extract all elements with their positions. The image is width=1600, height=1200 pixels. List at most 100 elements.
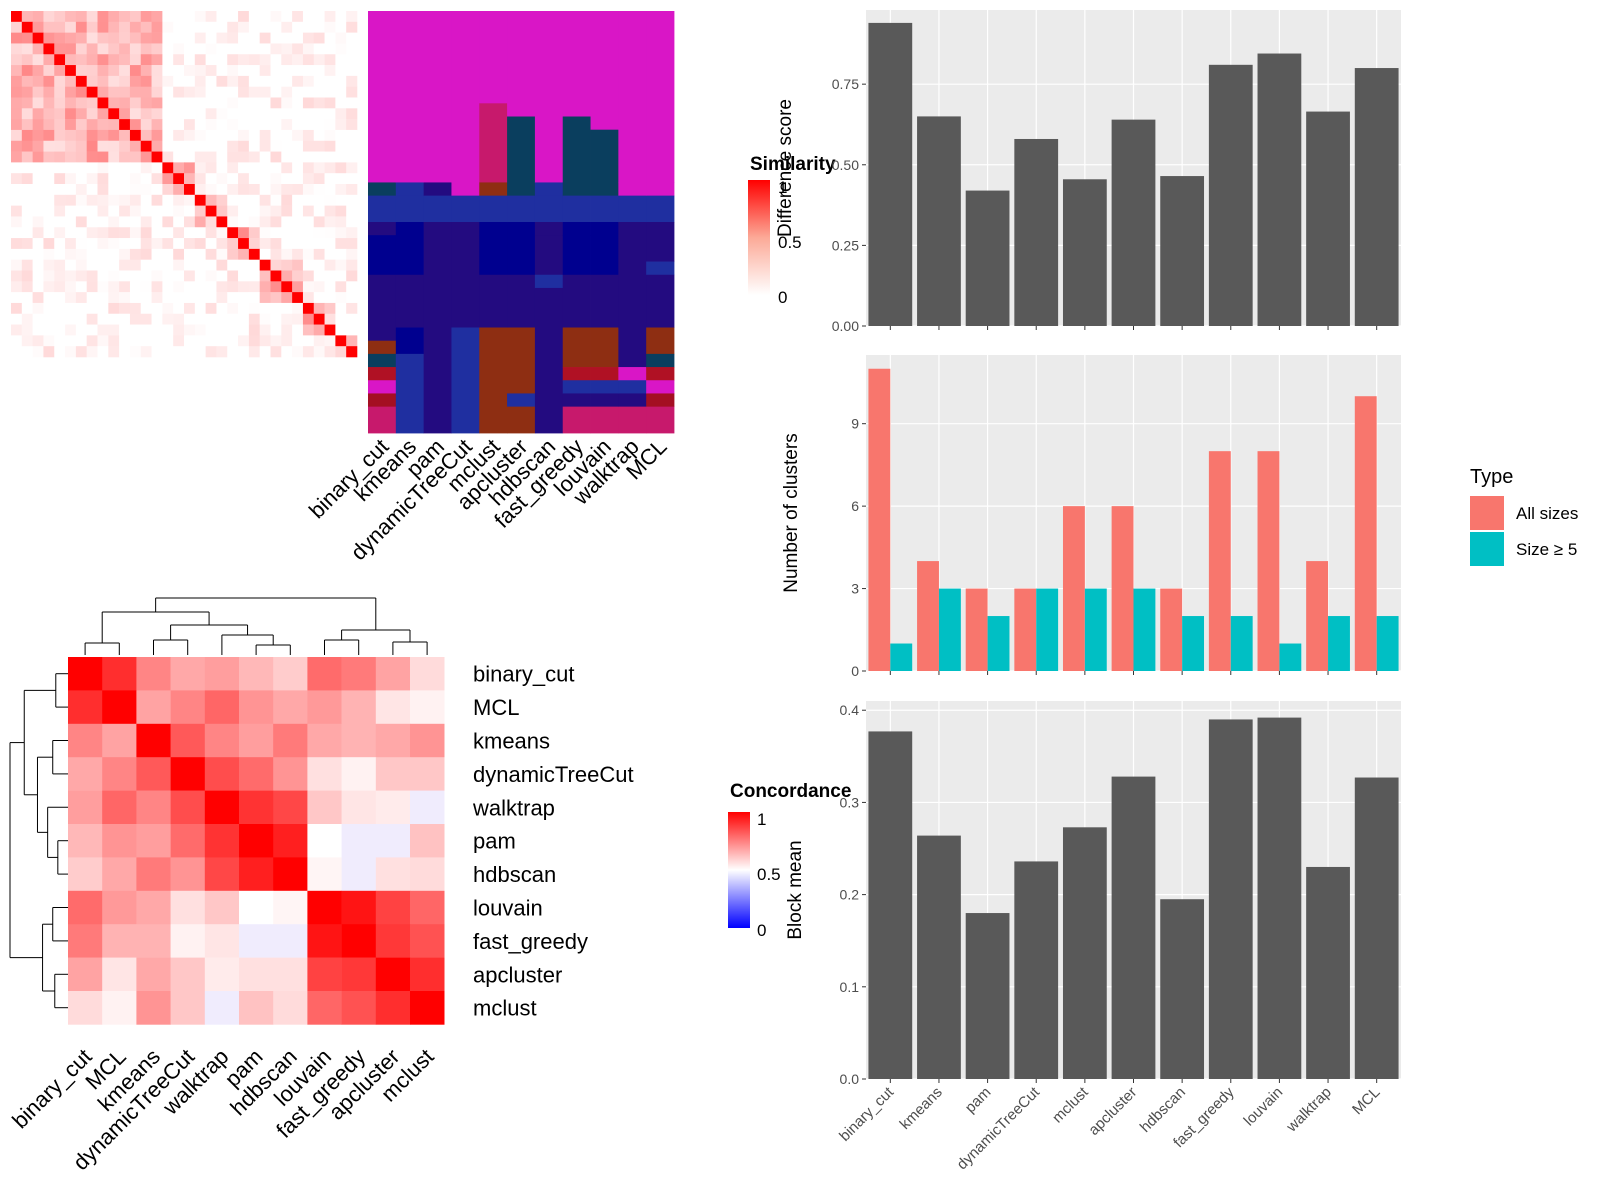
similarity-cell xyxy=(119,248,131,260)
similarity-cell xyxy=(43,21,55,33)
similarity-cell xyxy=(346,281,358,293)
similarity-cell xyxy=(43,151,55,163)
concordance-cell xyxy=(273,690,308,725)
similarity-cell xyxy=(43,129,55,142)
similarity-cell xyxy=(292,205,304,217)
similarity-cell xyxy=(43,324,55,336)
similarity-cell xyxy=(119,335,131,347)
similarity-cell xyxy=(302,184,315,196)
similarity-cell xyxy=(335,119,347,131)
classification-cell xyxy=(562,380,591,394)
similarity-cell xyxy=(162,205,174,217)
similarity-cell xyxy=(86,248,98,260)
similarity-cell xyxy=(65,97,77,109)
similarity-cell xyxy=(86,65,98,77)
similarity-cell xyxy=(43,248,55,260)
similarity-cell xyxy=(151,302,163,315)
similarity-cell xyxy=(292,281,304,293)
similarity-cell xyxy=(238,248,250,260)
similarity-cell xyxy=(346,108,358,120)
concordance-cell xyxy=(239,690,274,725)
similarity-cell xyxy=(205,346,217,358)
similarity-cell xyxy=(11,86,23,98)
concordance-cell xyxy=(341,690,377,725)
similarity-cell xyxy=(75,238,87,250)
similarity-cell xyxy=(119,281,131,293)
similarity-cell xyxy=(259,281,271,293)
similarity-cell xyxy=(194,194,206,206)
classification-cell xyxy=(507,222,536,236)
similarity-cell xyxy=(194,43,206,55)
similarity-cell xyxy=(205,32,217,44)
bar xyxy=(1306,561,1329,671)
similarity-cell xyxy=(270,151,282,163)
similarity-cell xyxy=(129,11,142,23)
similarity-cell xyxy=(108,140,120,152)
similarity-cell xyxy=(281,184,293,196)
similarity-cell xyxy=(205,248,217,260)
similarity-cell xyxy=(65,11,77,23)
similarity-cell xyxy=(270,119,282,131)
similarity-cell xyxy=(281,162,293,174)
similarity-cell xyxy=(281,65,293,77)
similarity-cell xyxy=(119,313,131,325)
similarity-cell xyxy=(86,21,98,33)
similarity-cell xyxy=(21,302,33,315)
similarity-cell xyxy=(259,292,271,304)
similarity-cell xyxy=(184,346,196,358)
similarity-cell xyxy=(281,140,293,152)
bar xyxy=(1036,588,1059,671)
similarity-cell xyxy=(32,54,44,66)
similarity-cell xyxy=(11,281,23,293)
similarity-cell xyxy=(302,292,315,304)
similarity-cell xyxy=(216,97,228,109)
similarity-cell xyxy=(162,194,174,206)
similarity-cell xyxy=(248,75,260,87)
similarity-cell xyxy=(86,238,98,250)
similarity-cell xyxy=(54,173,66,185)
similarity-cell xyxy=(129,65,142,77)
classification-cell xyxy=(562,327,591,368)
similarity-cell xyxy=(162,108,174,120)
similarity-cell xyxy=(248,43,260,55)
similarity-cell xyxy=(11,302,23,315)
similarity-cell xyxy=(302,11,315,23)
similarity-cell xyxy=(346,173,358,185)
similarity-cell xyxy=(151,162,163,174)
similarity-cell xyxy=(324,292,336,304)
bar xyxy=(1328,616,1350,671)
similarity-cell xyxy=(65,86,77,98)
concordance-cell xyxy=(136,924,171,958)
similarity-cell xyxy=(324,281,336,293)
similarity-cell xyxy=(129,54,142,66)
similarity-cell xyxy=(86,86,98,98)
similarity-cell xyxy=(205,302,217,315)
similarity-cell xyxy=(292,151,304,163)
bar xyxy=(987,616,1010,671)
classification-cell xyxy=(562,367,591,381)
similarity-cell xyxy=(184,184,196,196)
similarity-cell xyxy=(313,335,325,347)
similarity-cell xyxy=(216,75,228,87)
similarity-cell xyxy=(184,313,196,325)
similarity-cell xyxy=(21,86,33,98)
bar xyxy=(1279,643,1302,671)
similarity-cell xyxy=(108,32,120,44)
concordance-cell xyxy=(204,824,240,858)
similarity-tick-1: 1 xyxy=(778,178,787,197)
similarity-cell xyxy=(292,259,304,271)
similarity-cell xyxy=(313,65,325,77)
similarity-cell xyxy=(184,227,196,239)
similarity-cell xyxy=(140,194,152,206)
similarity-cell xyxy=(173,324,185,336)
classification-cell xyxy=(646,327,675,355)
bar xyxy=(1160,176,1205,326)
similarity-cell xyxy=(270,281,282,293)
similarity-cell xyxy=(194,21,206,33)
concordance-cell xyxy=(68,757,103,791)
similarity-cell xyxy=(43,173,55,185)
bar xyxy=(965,588,988,671)
similarity-cell xyxy=(173,205,185,217)
similarity-cell xyxy=(302,43,315,55)
similarity-cell xyxy=(216,129,228,142)
